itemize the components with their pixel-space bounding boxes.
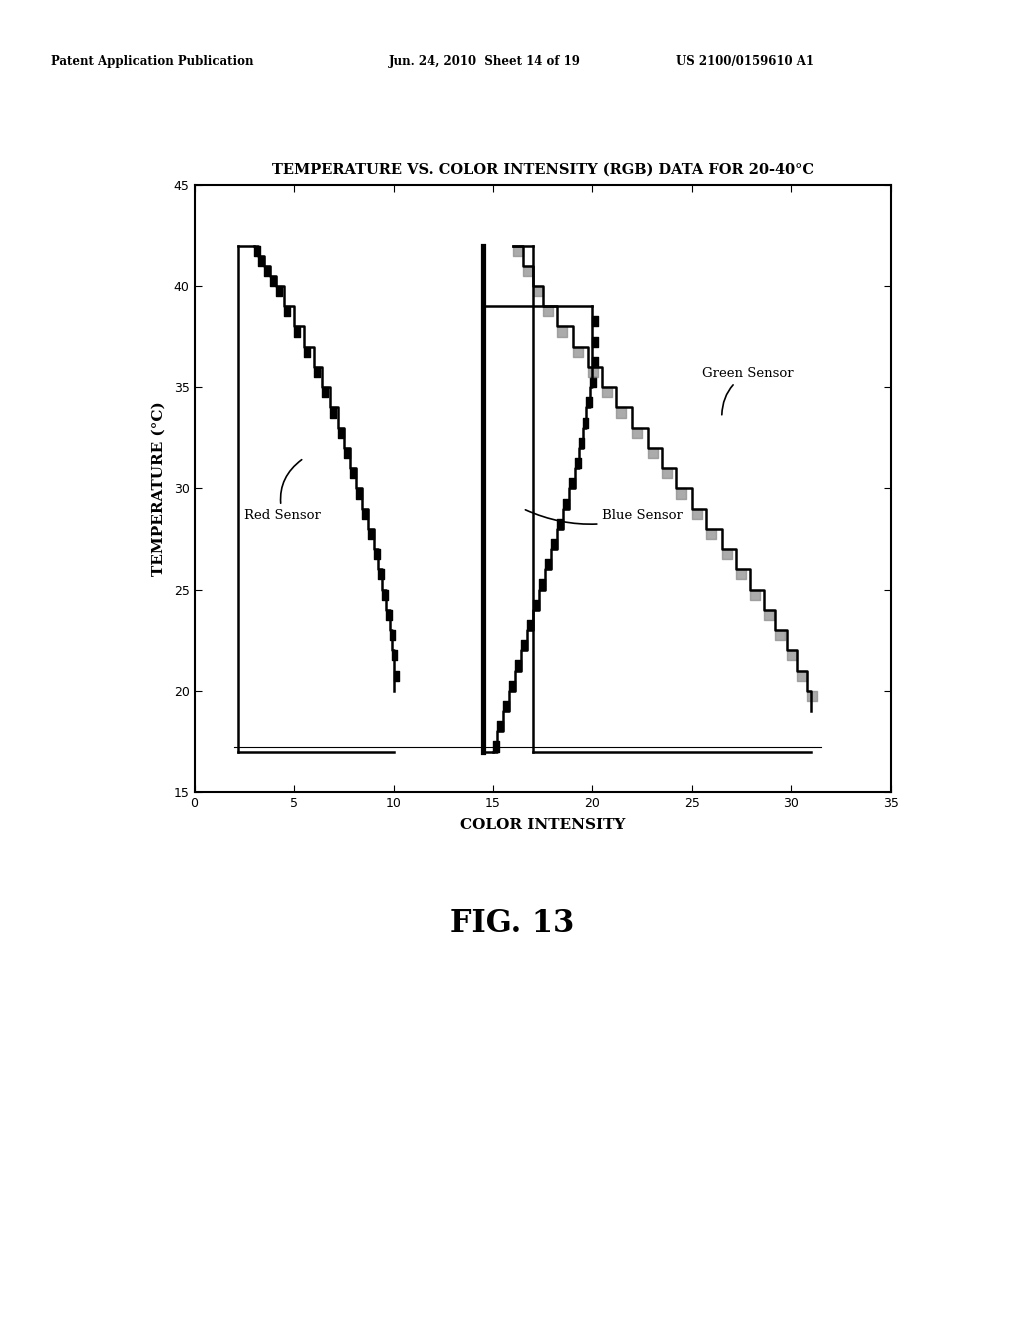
Text: Jun. 24, 2010  Sheet 14 of 19: Jun. 24, 2010 Sheet 14 of 19 xyxy=(389,55,581,69)
Text: Red Sensor: Red Sensor xyxy=(245,459,322,521)
Text: Green Sensor: Green Sensor xyxy=(701,367,794,414)
X-axis label: COLOR INTENSITY: COLOR INTENSITY xyxy=(460,818,626,832)
Title: TEMPERATURE VS. COLOR INTENSITY (RGB) DATA FOR 20-40°C: TEMPERATURE VS. COLOR INTENSITY (RGB) DA… xyxy=(271,162,814,177)
Y-axis label: TEMPERATURE (°C): TEMPERATURE (°C) xyxy=(152,401,166,576)
Text: Patent Application Publication: Patent Application Publication xyxy=(51,55,254,69)
Text: US 2100/0159610 A1: US 2100/0159610 A1 xyxy=(676,55,814,69)
Text: FIG. 13: FIG. 13 xyxy=(450,908,574,940)
Text: Blue Sensor: Blue Sensor xyxy=(525,508,683,524)
